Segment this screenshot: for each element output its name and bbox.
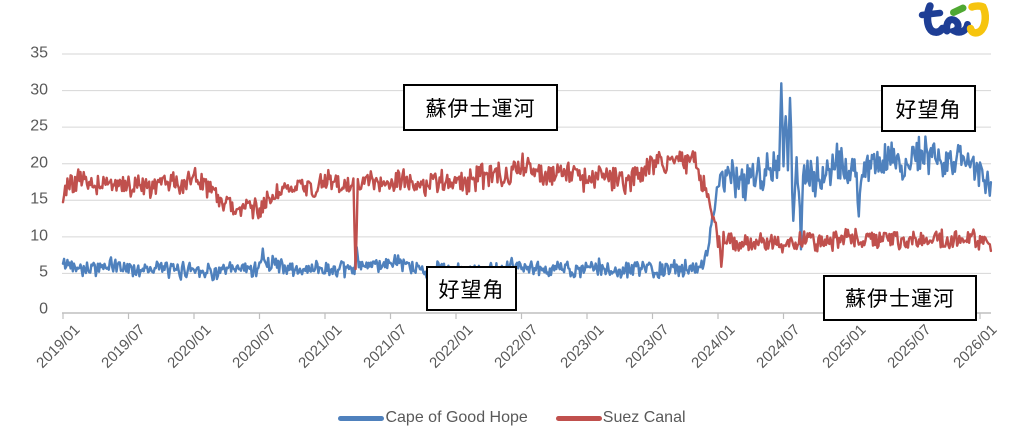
y-tick-label-0: 0	[39, 300, 48, 318]
annotation-box-2: 好望角	[881, 85, 976, 132]
y-tick-label-20: 20	[30, 154, 48, 172]
legend-label: Cape of Good Hope	[385, 409, 528, 426]
chart-legend: Cape of Good Hope Suez Canal	[0, 409, 1024, 427]
y-tick-label-15: 15	[30, 190, 48, 208]
logo-letter-j	[966, 2, 989, 37]
legend-line-swatch	[555, 415, 602, 421]
legend-line-swatch	[338, 415, 385, 421]
tej-logo	[918, 2, 989, 37]
series-line-suez-canal	[61, 150, 993, 271]
y-tick-label-5: 5	[39, 264, 48, 282]
legend-item-cape-of-good-hope: Cape of Good Hope	[338, 409, 528, 427]
y-tick-label-10: 10	[30, 227, 48, 245]
annotation-box-1: 蘇伊士運河	[403, 84, 558, 131]
y-tick-label-30: 30	[30, 81, 48, 99]
series-line-cape-of-good-hope	[61, 82, 993, 282]
y-tick-label-25: 25	[30, 117, 48, 135]
logo-green-accent	[950, 4, 967, 16]
y-tick-label-35: 35	[30, 44, 48, 62]
annotation-box-4: 蘇伊士運河	[823, 275, 977, 321]
logo-letter-t-bar	[918, 9, 944, 19]
logo-letter-e	[943, 16, 971, 36]
legend-item-suez-canal: Suez Canal	[555, 409, 686, 427]
annotation-box-3: 好望角	[426, 266, 517, 311]
legend-label: Suez Canal	[602, 409, 686, 426]
